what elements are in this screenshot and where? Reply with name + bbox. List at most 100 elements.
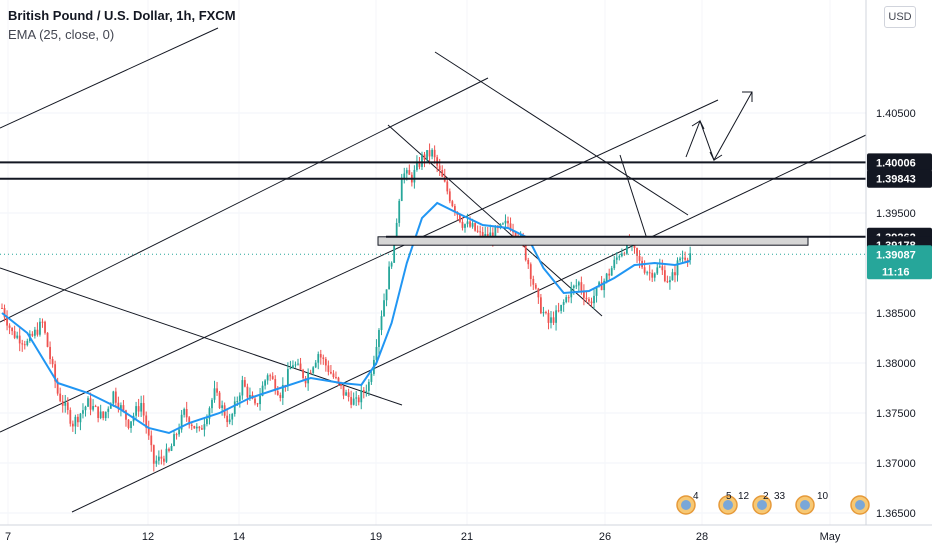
candle-body (416, 162, 418, 170)
candle-body (555, 310, 557, 323)
candle-body (378, 330, 380, 347)
candle-body (453, 206, 456, 212)
candle-body (117, 402, 120, 409)
candle-body (163, 458, 165, 462)
candle-body (360, 390, 363, 403)
time-tick-label: 26 (599, 531, 611, 543)
candle-body (200, 428, 203, 430)
event-flag-icon-center (800, 500, 810, 510)
candle-body (104, 411, 107, 419)
trend-drawings[interactable] (0, 27, 867, 513)
candle-body (233, 401, 236, 414)
candle-body (433, 149, 436, 158)
candle-body (112, 391, 115, 404)
price-tick-label: 1.38500 (876, 308, 916, 320)
candle-body (547, 312, 550, 323)
candle-body (671, 272, 674, 281)
event-count-label: 2 (763, 491, 769, 502)
price-tag-label: 1.39843 (876, 174, 916, 186)
event-count-label: 33 (774, 491, 786, 502)
candle-body (309, 372, 312, 374)
candle-body (3, 308, 6, 318)
candle-body (130, 421, 132, 429)
candle-body (355, 397, 358, 399)
candle-body (276, 390, 279, 395)
trend-line (387, 124, 603, 317)
candle-body (674, 272, 676, 276)
candle-body (198, 426, 201, 429)
candle-body (259, 395, 261, 405)
candle-body (51, 359, 54, 365)
candle-body (438, 165, 441, 170)
candle-body (499, 223, 502, 228)
candle-body (322, 357, 325, 359)
currency-button[interactable]: USD (884, 6, 916, 28)
candle-body (269, 375, 272, 377)
candle-body (552, 317, 555, 323)
candle-body (168, 448, 170, 451)
candle-body (585, 297, 588, 300)
candle-body (603, 280, 606, 291)
candle-body (572, 285, 575, 288)
event-count-label: 4 (693, 491, 699, 502)
candle-body (327, 365, 330, 372)
candle-body (254, 398, 256, 404)
candle-body (545, 312, 547, 314)
candle-body (109, 403, 112, 409)
candle-body (646, 272, 649, 274)
price-tick-label: 1.38000 (876, 358, 916, 370)
candle-body (8, 325, 11, 328)
event-count-label: 10 (817, 491, 829, 502)
time-axis[interactable]: 7 12 14 19 21 26 28 May (0, 524, 932, 543)
candle-body (137, 406, 140, 412)
candle-body (421, 154, 423, 167)
candle-body (120, 405, 122, 409)
candle-body (302, 369, 304, 379)
candle-body (539, 297, 542, 314)
trend-line (71, 134, 867, 513)
candle-body (64, 402, 67, 406)
candle-body (178, 429, 180, 435)
candle-body (413, 169, 416, 183)
candle-body (441, 169, 444, 177)
candle-body (423, 154, 426, 160)
candle-body (337, 377, 340, 383)
economic-events[interactable]: 4 5 12 2 33 10 (676, 491, 870, 515)
candle-body (23, 344, 26, 346)
price-tag-label: 1.39087 (876, 249, 916, 261)
candle-body (626, 239, 628, 254)
price-tag (867, 169, 932, 188)
price-tag (867, 245, 932, 280)
candle-body (583, 290, 585, 298)
arrow-head (709, 151, 723, 161)
candle-body (74, 416, 77, 427)
candle-body (367, 381, 370, 391)
candle-body (656, 267, 659, 274)
candle-body (236, 400, 239, 402)
candle-body (195, 426, 198, 429)
candle-body (211, 399, 213, 409)
candle-body (317, 354, 320, 363)
candle-body (476, 230, 479, 232)
candle-body (99, 411, 102, 419)
candle-body (94, 406, 97, 408)
time-tick-label: May (820, 531, 841, 543)
candle-body (560, 304, 563, 311)
candle-body (575, 285, 578, 287)
event-flag-icon-center (757, 500, 767, 510)
price-axis[interactable]: 1.40500 1.39500 1.38500 1.38000 1.37500 1.370… (865, 0, 932, 550)
candle-body (676, 260, 679, 276)
candle-body (294, 364, 297, 366)
candle-body (524, 244, 527, 261)
countdown-label: 11:16 (882, 266, 910, 278)
candle-body (610, 268, 613, 276)
price-levels[interactable] (0, 161, 866, 255)
candle-body (365, 390, 368, 393)
candle-body (49, 346, 51, 360)
candle-body (173, 434, 175, 447)
candle-body (299, 363, 302, 370)
candle-body (122, 405, 125, 411)
candle-body (297, 363, 299, 365)
ema-line (1, 201, 691, 435)
